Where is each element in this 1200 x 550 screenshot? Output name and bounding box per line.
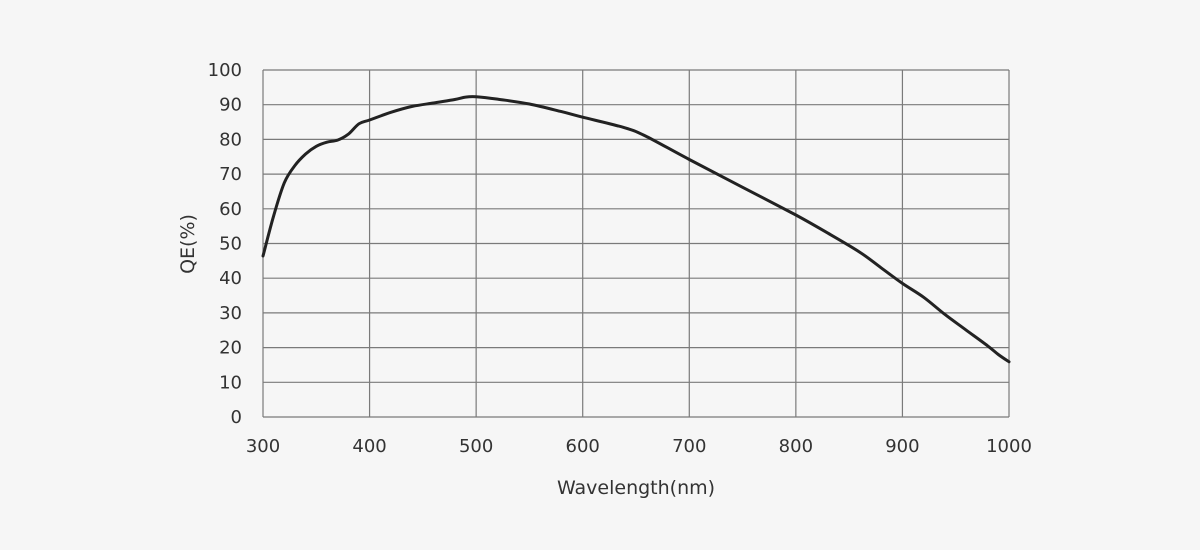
x-tick-label: 500 (459, 436, 493, 457)
y-tick-label: 50 (219, 234, 242, 255)
y-tick-label: 40 (219, 268, 242, 289)
y-tick-label: 30 (219, 303, 242, 324)
y-tick-label: 100 (208, 60, 242, 81)
y-axis-ticks: 0 10 20 30 40 50 60 70 80 90 100 (208, 60, 242, 428)
grid-lines (262, 69, 1010, 418)
qe-curve (261, 95, 1011, 364)
x-tick-label: 600 (566, 436, 600, 457)
x-tick-label: 400 (352, 436, 386, 457)
y-tick-label: 90 (219, 95, 242, 116)
y-tick-label: 60 (219, 199, 242, 220)
y-tick-label: 0 (231, 407, 242, 428)
x-tick-label: 300 (246, 436, 280, 457)
y-tick-label: 10 (219, 372, 242, 393)
y-tick-label: 20 (219, 338, 242, 359)
x-tick-label: 900 (885, 436, 919, 457)
y-tick-label: 80 (219, 129, 242, 150)
x-axis-label: Wavelength(nm) (557, 477, 715, 499)
x-axis-ticks: 300 400 500 600 700 800 900 1000 (246, 436, 1032, 457)
x-tick-label: 800 (779, 436, 813, 457)
x-tick-label: 700 (672, 436, 706, 457)
x-tick-label: 1000 (986, 436, 1032, 457)
y-axis-label: QE(%) (177, 214, 199, 274)
y-tick-label: 70 (219, 164, 242, 185)
